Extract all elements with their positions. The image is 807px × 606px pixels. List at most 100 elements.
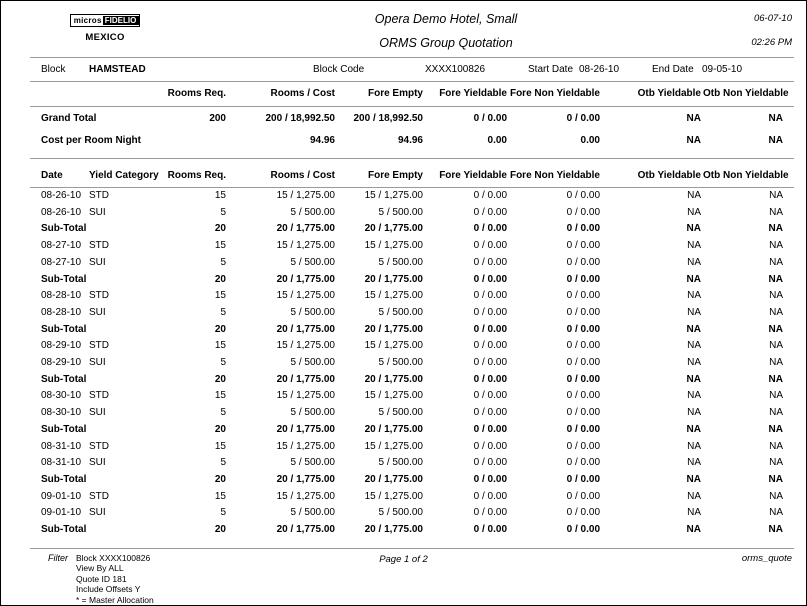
report-date: 06-07-10 (753, 13, 792, 24)
cell: 0 / 0.00 (566, 306, 600, 318)
block-code-value: XXXX100826 (425, 64, 486, 75)
column-header: Fore Yieldable (424, 82, 508, 107)
report-title: ORMS Group Quotation (379, 36, 513, 50)
cell: 08-29-10 (41, 357, 82, 369)
cell: 0 / 0.00 (566, 490, 600, 502)
cell: 08-26-10 (41, 190, 82, 201)
cell: 5 (220, 407, 226, 419)
cell: NA (686, 323, 701, 335)
cell: NA (768, 373, 783, 385)
cell: 0 / 0.00 (473, 457, 507, 469)
cell: NA (686, 423, 701, 435)
cell: 20 / 1,775.00 (364, 323, 423, 335)
cell: 15 / 1,275.00 (364, 240, 423, 252)
cell: 0 / 0.00 (566, 206, 600, 218)
cell: NA (768, 423, 783, 435)
cell: 15 / 1,275.00 (276, 240, 335, 252)
cell: 09-01-10 (41, 507, 82, 519)
cell: 08-28-10 (41, 290, 82, 302)
total-row: Sub-Total 20 20 / 1,775.00 20 / 1,775.00 0 /… (30, 422, 794, 439)
cell: 0 / 0.00 (566, 373, 600, 385)
cell: Sub-Total (41, 223, 87, 235)
column-header: Rooms / Cost (227, 159, 336, 188)
cell: NA (768, 323, 783, 335)
report-header: micros FIDELIO MEXICO Opera Demo Hotel, S… (1, 1, 806, 57)
cell: 0 / 0.00 (566, 440, 600, 452)
column-header: Rooms Req. (160, 82, 227, 107)
cell: NA (769, 240, 783, 252)
cell: 0 / 0.00 (566, 423, 600, 435)
filter-line: * = Master Allocation (76, 594, 154, 605)
cell: 15 / 1,275.00 (276, 190, 335, 201)
cell: 08-26-10 (41, 206, 82, 218)
cell: 0 / 0.00 (473, 273, 507, 285)
cell: 0 / 0.00 (473, 440, 507, 452)
cell: 15 / 1,275.00 (276, 290, 335, 302)
cell: NA (687, 390, 701, 402)
cell: 20 / 1,775.00 (276, 423, 335, 435)
cell: 5 / 500.00 (378, 306, 423, 318)
report-datetime: 06-07-10 02:26 PM (717, 10, 792, 57)
report-footer: Filter Block XXXX100826 View By ALL Quote … (1, 549, 806, 605)
block-code-label: Block Code (313, 64, 365, 75)
cell: 0.00 (487, 135, 507, 146)
cell: NA (686, 524, 701, 536)
table-row: 08-31-10 STD 15 15 / 1,275.00 15 / 1,275.00 0… (30, 439, 794, 456)
cell: 0 / 0.00 (473, 240, 507, 252)
cell: STD (89, 390, 109, 402)
column-header (30, 82, 160, 107)
cell (88, 372, 160, 389)
table-row: 09-01-10 STD 15 15 / 1,275.00 15 / 1,275.00 0… (30, 489, 794, 506)
cell: NA (687, 490, 701, 502)
column-header: Fore Empty (336, 159, 424, 188)
cell: 15 / 1,275.00 (364, 440, 423, 452)
logo-text-fidelio: FIDELIO (102, 16, 140, 25)
cell: STD (89, 340, 109, 352)
cell: NA (768, 273, 783, 285)
cell: 5 (220, 457, 226, 469)
cell: NA (686, 113, 701, 124)
cell: 20 (214, 323, 226, 335)
filter-line: Quote ID 181 (76, 573, 127, 584)
cell: 15 (214, 440, 226, 452)
report-time: 02:26 PM (751, 37, 792, 48)
cell: STD (89, 440, 109, 452)
total-row: Sub-Total 20 20 / 1,775.00 20 / 1,775.00 0 /… (30, 272, 794, 289)
column-header: Rooms Req. (160, 159, 227, 188)
cell: 20 (214, 373, 226, 385)
cell: 0 / 0.00 (473, 340, 507, 352)
cell: SUI (89, 407, 106, 419)
cell: 08-29-10 (41, 340, 82, 352)
cell: 0 / 0.00 (566, 290, 600, 302)
cell: 20 / 1,775.00 (276, 323, 335, 335)
cell: Sub-Total (41, 373, 87, 385)
cell: 0 / 0.00 (566, 190, 600, 201)
cell: NA (687, 240, 701, 252)
cell: NA (768, 113, 783, 124)
filter-line: Block XXXX100826 (76, 552, 151, 563)
column-header: Otb Non Yieldable (702, 82, 794, 107)
total-row: Sub-Total 20 20 / 1,775.00 20 / 1,775.00 0 /… (30, 372, 794, 389)
total-row: Grand Total 200 200 / 18,992.50 200 / 18,99… (30, 107, 794, 130)
cell: 5 / 500.00 (378, 507, 423, 519)
column-header: Date (30, 159, 88, 188)
micros-fidelio-logo: micros FIDELIO (69, 14, 141, 27)
cell: 0 / 0.00 (473, 524, 507, 536)
cell: NA (687, 340, 701, 352)
cell: 20 (214, 524, 226, 536)
cell: 0 / 0.00 (473, 373, 507, 385)
cell: Sub-Total (41, 273, 87, 285)
cell (88, 221, 160, 238)
cell: 0 / 0.00 (473, 323, 507, 335)
cell: 15 (214, 340, 226, 352)
divider (30, 547, 794, 549)
report-titles: Opera Demo Hotel, Small ORMS Group Quota… (175, 10, 717, 57)
cell: 5 (220, 306, 226, 318)
cell: 0 / 0.00 (473, 306, 507, 318)
cell: NA (686, 373, 701, 385)
cell: STD (89, 490, 109, 502)
summary-header-row: Rooms Req. Rooms / Cost Fore Empty Fore Yie… (30, 82, 794, 107)
cell: 0 / 0.00 (473, 190, 507, 201)
cell: 15 (214, 290, 226, 302)
start-date-value: 08-26-10 (579, 64, 620, 75)
